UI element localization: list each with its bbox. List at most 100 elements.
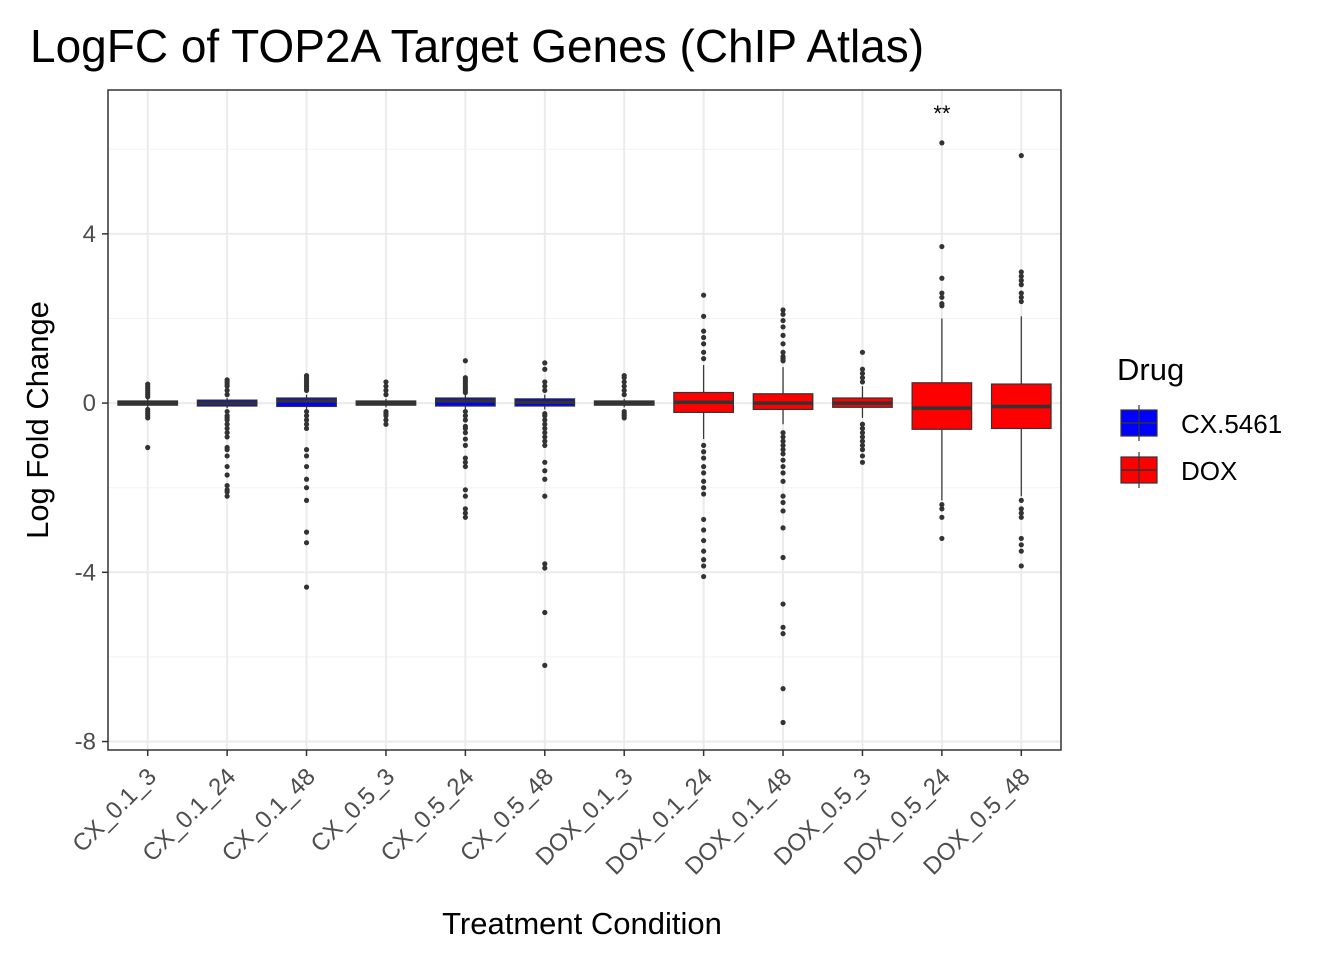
outlier-point: [701, 485, 707, 491]
outlier-point: [303, 421, 310, 427]
legend-item: DOX: [1120, 452, 1237, 488]
outlier-point: [1018, 563, 1024, 569]
x-axis: CX_0.1_3CX_0.1_24CX_0.1_48CX_0.5_3CX_0.5…: [67, 750, 1036, 880]
outlier-point: [701, 313, 707, 319]
y-axis: 4 0 -4 -8: [75, 221, 108, 756]
outlier-point: [383, 421, 389, 427]
outlier-point: [939, 290, 945, 296]
outlier-point: [383, 413, 389, 419]
outlier-point: [542, 360, 548, 366]
outlier-point: [462, 417, 468, 423]
y-tick-label: -4: [75, 559, 96, 586]
outlier-point: [859, 421, 866, 427]
outlier-point: [303, 447, 310, 453]
box-DOX_0.1_24: [673, 292, 735, 580]
outlier-point: [1018, 514, 1024, 520]
outlier-point: [224, 430, 230, 436]
outlier-point: [542, 476, 548, 482]
outlier-point: [462, 510, 468, 516]
outlier-point: [542, 442, 548, 448]
outlier-point: [939, 535, 945, 542]
outlier-point: [303, 425, 310, 432]
outlier-point: [859, 349, 866, 355]
box-CX_0.1_3: [117, 381, 179, 451]
outlier-point: [224, 482, 230, 489]
outlier-point: [701, 356, 707, 362]
outlier-point: [780, 442, 786, 448]
x-axis-title: Treatment Condition: [442, 906, 722, 941]
outlier-point: [939, 506, 945, 512]
outlier-point: [859, 430, 866, 436]
outlier-point: [701, 478, 707, 484]
y-axis-title: Log Fold Change: [20, 301, 55, 539]
outlier-point: [701, 537, 707, 544]
outlier-point: [1018, 298, 1024, 305]
outlier-point: [939, 294, 945, 300]
outlier-point: [780, 451, 786, 457]
outlier-point: [145, 415, 151, 421]
outlier-point: [621, 375, 627, 381]
outlier-point: [303, 497, 310, 503]
y-tick-label: -8: [75, 729, 96, 756]
outlier-point: [303, 584, 310, 590]
outlier-point: [224, 493, 230, 499]
outlier-point: [939, 140, 945, 146]
y-tick-label: 0: [83, 390, 96, 417]
outlier-point: [542, 662, 548, 668]
outlier-point: [462, 430, 468, 436]
outlier-point: [462, 442, 468, 448]
outlier-point: [542, 366, 548, 372]
outlier-point: [542, 421, 548, 427]
outlier-point: [542, 468, 548, 474]
outlier-point: [542, 413, 548, 419]
outlier-point: [701, 334, 707, 341]
outlier-point: [1018, 510, 1024, 516]
box-DOX_0.5_3: [832, 349, 893, 465]
outlier-point: [542, 565, 548, 571]
outlier-point: [780, 349, 786, 355]
outlier-point: [859, 438, 866, 444]
outlier-point: [224, 453, 230, 459]
outlier-point: [224, 408, 230, 415]
outlier-point: [780, 307, 786, 313]
outlier-point: [462, 455, 468, 461]
box-CX_0.5_48: [514, 360, 576, 668]
outlier-point: [303, 485, 310, 491]
box-DOX_0.1_3: [593, 372, 655, 421]
outlier-point: [303, 417, 310, 423]
outlier-point: [224, 425, 230, 432]
outlier-point: [383, 387, 389, 393]
outlier-point: [701, 349, 707, 355]
box-DOX_0.1_48: [752, 307, 814, 726]
outlier-point: [780, 317, 786, 324]
outlier-point: [1018, 277, 1024, 283]
outlier-point: [701, 557, 707, 563]
box-CX_0.1_48: [276, 372, 337, 590]
chart-title: LogFC of TOP2A Target Genes (ChIP Atlas): [30, 20, 924, 72]
outlier-point: [701, 527, 707, 533]
legend: Drug CX.5461 DOX: [1117, 352, 1282, 488]
outlier-point: [1018, 282, 1024, 288]
outlier-point: [939, 275, 945, 281]
outlier-point: [224, 392, 230, 398]
outlier-point: [701, 328, 707, 334]
outlier-point: [780, 493, 786, 499]
box-DOX_0.5_48: [990, 152, 1052, 569]
outlier-point: [859, 442, 866, 448]
outlier-point: [462, 514, 468, 520]
outlier-point: [462, 459, 468, 465]
outlier-point: [859, 425, 866, 432]
outlier-point: [1018, 294, 1024, 300]
outlier-point: [701, 491, 707, 497]
outlier-point: [542, 425, 548, 432]
outlier-point: [462, 487, 468, 493]
outlier-point: [701, 341, 707, 347]
outlier-point: [224, 383, 230, 389]
outlier-point: [780, 324, 786, 330]
outlier-point: [1018, 290, 1024, 296]
outlier-point: [542, 387, 548, 393]
outlier-point: [462, 506, 468, 512]
outlier-point: [542, 430, 548, 436]
outlier-point: [780, 508, 786, 514]
outlier-point: [780, 430, 786, 436]
